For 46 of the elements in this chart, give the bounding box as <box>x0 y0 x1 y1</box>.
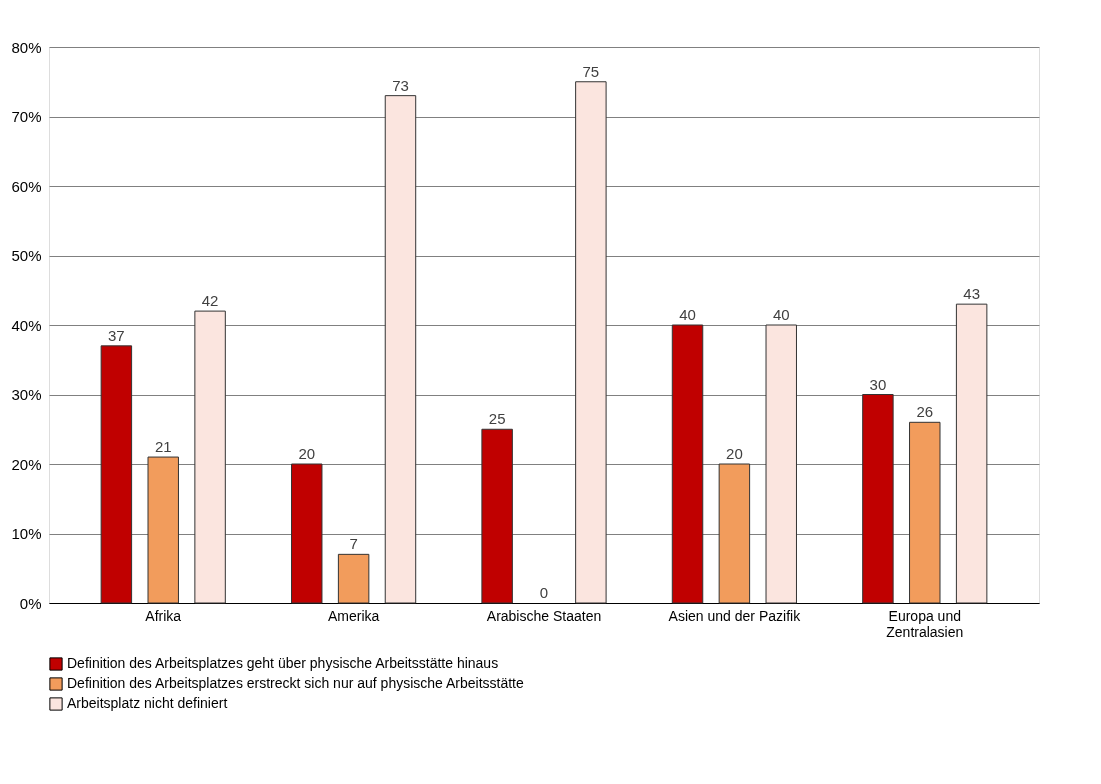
data-label: 20 <box>298 445 316 462</box>
legend-label: Arbeitsplatz nicht definiert <box>67 695 228 711</box>
data-label: 25 <box>488 410 506 428</box>
data-label: 75 <box>582 62 600 80</box>
data-label: 40 <box>772 306 790 323</box>
data-label: 40 <box>679 306 696 323</box>
x-tick-label: Amerika <box>327 607 380 624</box>
data-label: 0 <box>539 584 549 601</box>
bar <box>955 303 988 604</box>
x-tick-label: Europa und Zentralasien <box>886 607 964 640</box>
bar <box>862 394 894 604</box>
x-tick-label: Arabische Staaten <box>486 607 602 624</box>
y-tick-label: 10% <box>11 525 42 542</box>
data-label: 21 <box>154 438 172 456</box>
y-tick-label: 70% <box>11 108 42 125</box>
bar <box>147 456 179 604</box>
bar <box>337 553 370 604</box>
y-tick-label: 0% <box>19 594 42 612</box>
data-label: 42 <box>201 292 219 310</box>
bar <box>194 310 226 604</box>
bar <box>575 81 607 604</box>
bar <box>671 324 704 604</box>
data-label: 26 <box>916 403 934 421</box>
bar <box>291 463 323 604</box>
y-tick-label: 80% <box>11 38 42 56</box>
y-tick-label: 50% <box>11 247 42 264</box>
x-tick-label: Afrika <box>145 607 182 624</box>
data-label: 73 <box>392 76 409 94</box>
legend-label: Definition des Arbeitsplatzes geht über physische Arbeitsstätte hinaus <box>67 655 499 671</box>
x-tick-label: Asien und der Pazifik <box>668 607 802 624</box>
bar <box>481 428 513 604</box>
data-label: 20 <box>726 445 743 462</box>
y-tick-label: 60% <box>11 177 42 195</box>
y-tick-label: 40% <box>11 316 42 334</box>
bar <box>765 324 797 604</box>
bar <box>718 463 751 604</box>
legend-label: Definition des Arbeitsplatzes erstreckt sich nur auf physische Arbeitsstätte <box>67 675 524 691</box>
data-label: 37 <box>108 326 125 344</box>
y-tick-label: 20% <box>11 455 42 473</box>
data-label: 43 <box>963 285 980 303</box>
bar <box>909 421 941 604</box>
bar <box>384 95 417 604</box>
data-label: 30 <box>869 375 887 393</box>
bar <box>100 345 133 604</box>
y-tick-label: 30% <box>11 386 42 403</box>
data-label: 7 <box>349 535 358 553</box>
